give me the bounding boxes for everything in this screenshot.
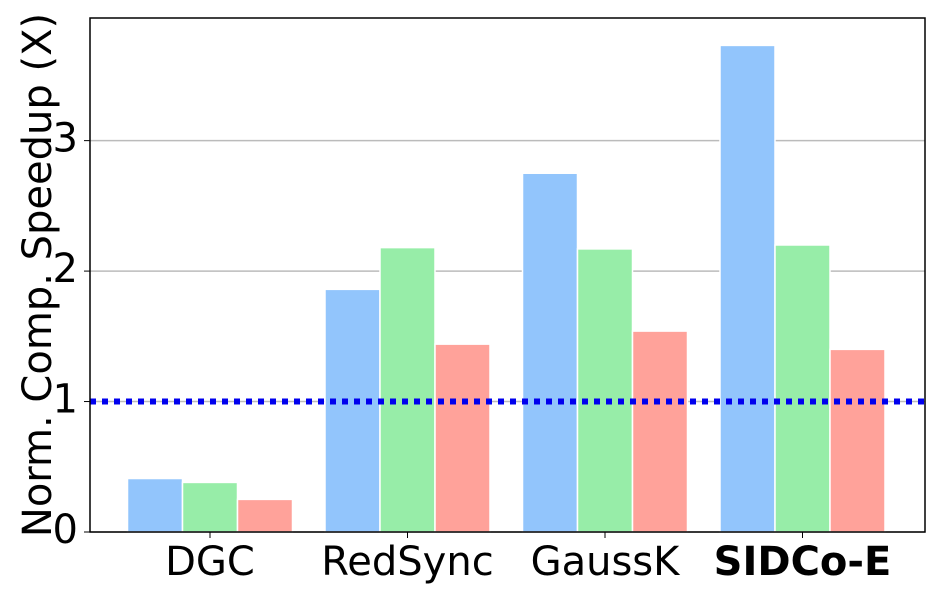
y-tick-label: 1 (53, 377, 78, 423)
x-tick-label: DGC (165, 539, 255, 585)
bar (324, 288, 381, 533)
bar (719, 44, 776, 533)
x-tick-label: GaussK (531, 539, 682, 585)
bar (434, 343, 491, 533)
y-axis-label: Norm. Comp. Speedup (X) (15, 13, 61, 537)
x-tick-label: SIDCo-E (714, 539, 892, 585)
x-tick-label: RedSync (321, 539, 493, 585)
y-tick-label: 2 (53, 246, 78, 292)
y-tick-label: 0 (53, 507, 78, 553)
bar (379, 246, 436, 533)
bar (829, 348, 886, 533)
bar (126, 477, 184, 533)
bar (631, 330, 689, 533)
bar (236, 498, 294, 533)
y-tick-label: 3 (53, 116, 78, 162)
plot-frame (89, 17, 926, 533)
bar (181, 481, 239, 533)
bar (576, 248, 634, 533)
bar (521, 172, 579, 533)
bar (774, 244, 831, 533)
